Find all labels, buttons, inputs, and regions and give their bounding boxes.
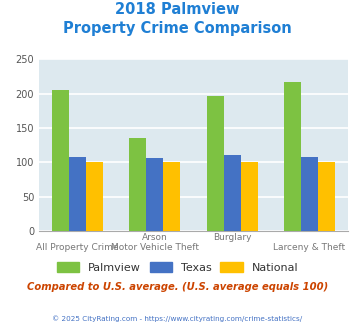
Bar: [207, 96, 224, 231]
Text: © 2025 CityRating.com - https://www.cityrating.com/crime-statistics/: © 2025 CityRating.com - https://www.city…: [53, 315, 302, 322]
Text: Larceny & Theft: Larceny & Theft: [273, 243, 345, 251]
Text: Burglary: Burglary: [213, 233, 251, 242]
Bar: [284, 82, 301, 231]
Bar: [52, 90, 69, 231]
Bar: [318, 162, 335, 231]
Bar: [224, 155, 241, 231]
Bar: [69, 157, 86, 231]
Legend: Palmview, Texas, National: Palmview, Texas, National: [53, 258, 302, 278]
Text: 2018 Palmview: 2018 Palmview: [115, 2, 240, 16]
Bar: [163, 162, 180, 231]
Text: Compared to U.S. average. (U.S. average equals 100): Compared to U.S. average. (U.S. average …: [27, 282, 328, 292]
Text: Motor Vehicle Theft: Motor Vehicle Theft: [111, 243, 199, 251]
Text: Property Crime Comparison: Property Crime Comparison: [63, 21, 292, 36]
Bar: [146, 158, 163, 231]
Text: All Property Crime: All Property Crime: [37, 243, 119, 251]
Bar: [241, 162, 258, 231]
Bar: [301, 157, 318, 231]
Text: Arson: Arson: [142, 233, 168, 242]
Bar: [129, 138, 146, 231]
Bar: [86, 162, 103, 231]
